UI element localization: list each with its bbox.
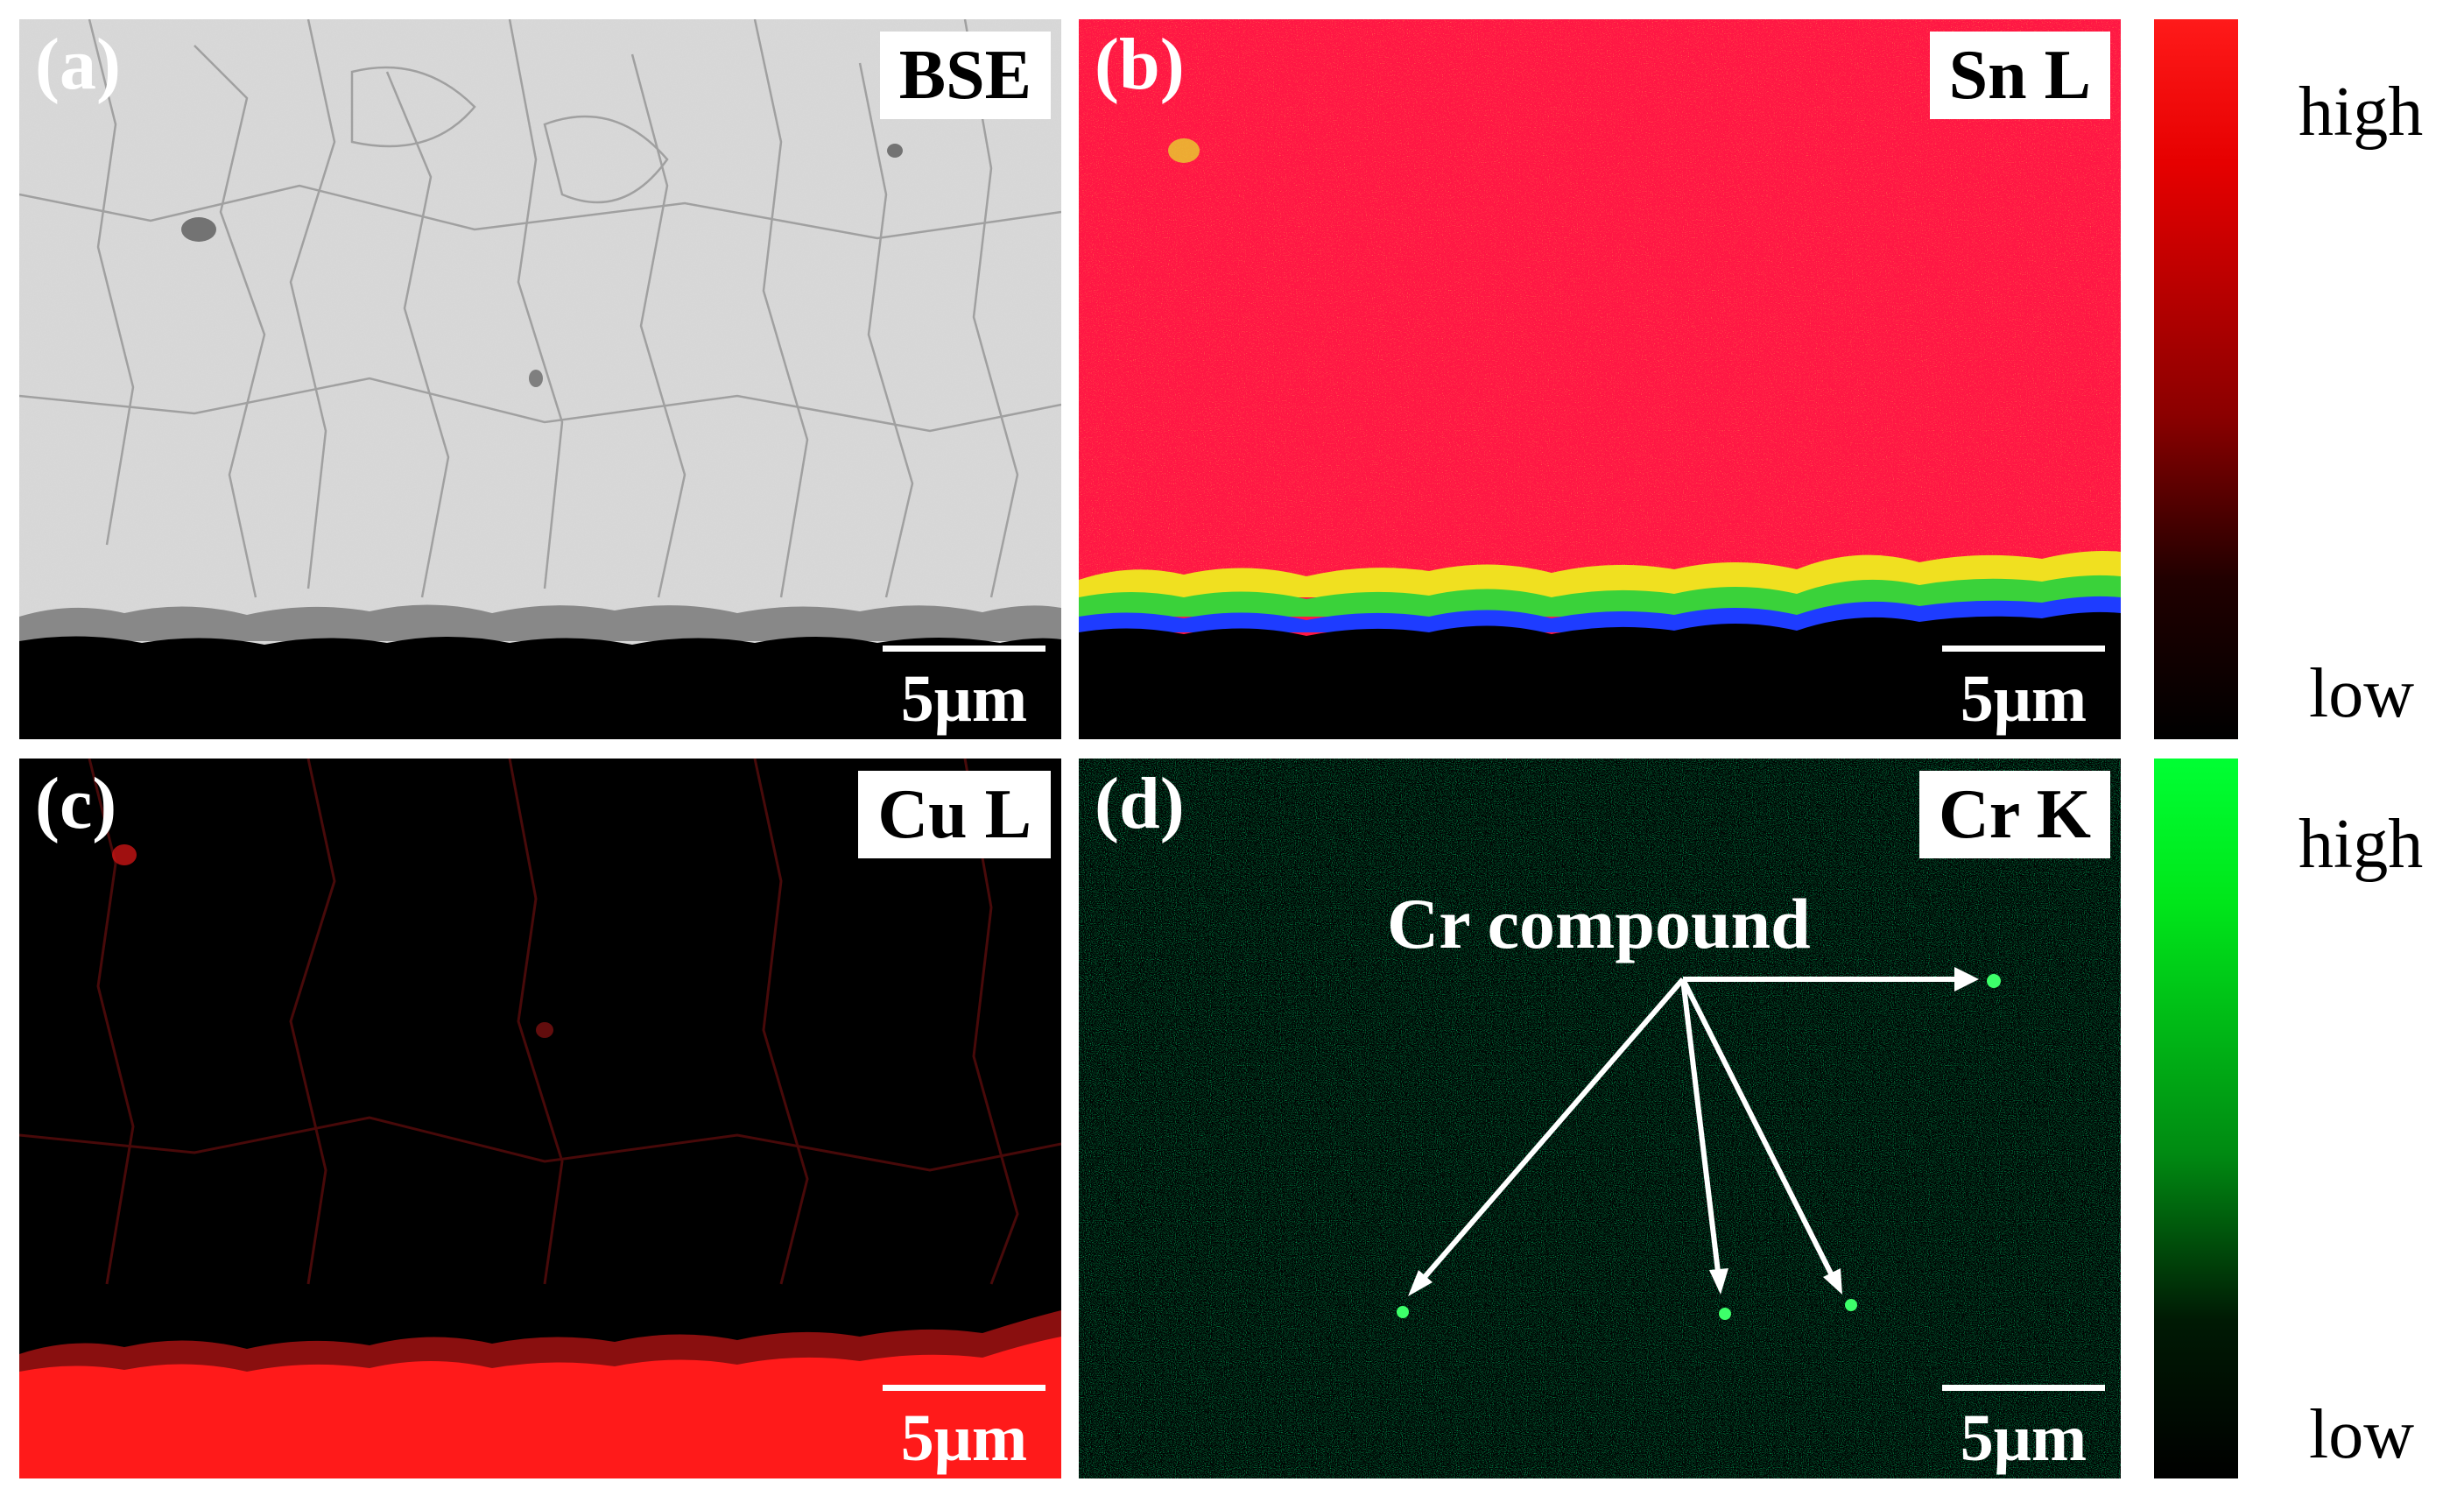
sn-colorbar-high-label: high bbox=[2299, 74, 2424, 151]
scale-bar-label: 5μm bbox=[1960, 662, 2087, 736]
scale-bar-line bbox=[1942, 1385, 2105, 1391]
scale-bar-label: 5μm bbox=[900, 1401, 1028, 1475]
panel-label-c: (c) bbox=[35, 763, 117, 844]
scale-bar: 5μm bbox=[883, 646, 1045, 732]
bse-micrograph bbox=[19, 19, 1061, 739]
scale-bar-label: 5μm bbox=[1960, 1401, 2087, 1475]
sn-colorbar-low-label: low bbox=[2309, 655, 2414, 732]
cr-colorbar bbox=[2154, 759, 2238, 1478]
scale-bar-label: 5μm bbox=[900, 662, 1028, 736]
sn-colorbar bbox=[2154, 19, 2238, 739]
panel-tag-sn-l: Sn L bbox=[1929, 32, 2110, 119]
cu-element-map bbox=[19, 759, 1061, 1478]
panel-label-d: (d) bbox=[1095, 763, 1185, 844]
panel-cr-map: (d) Cr K Cr compound 5μm bbox=[1079, 759, 2121, 1478]
scale-bar-line bbox=[883, 1385, 1045, 1391]
panel-sn-map: (b) Sn L 5μm bbox=[1079, 19, 2121, 739]
panel-tag-bse: BSE bbox=[879, 32, 1051, 119]
scale-bar-line bbox=[1942, 646, 2105, 652]
panel-label-b: (b) bbox=[1095, 24, 1185, 105]
panel-tag-cr-k: Cr K bbox=[1918, 771, 2110, 858]
cr-compound-annotation: Cr compound bbox=[1387, 884, 1811, 963]
panel-label-a: (a) bbox=[35, 24, 121, 105]
scale-bar: 5μm bbox=[883, 1385, 1045, 1471]
sn-element-map bbox=[1079, 19, 2121, 739]
panel-bse: (a) BSE 5μm bbox=[19, 19, 1061, 739]
scale-bar: 5μm bbox=[1942, 646, 2105, 732]
panel-tag-cu-l: Cu L bbox=[858, 771, 1051, 858]
scale-bar-line bbox=[883, 646, 1045, 652]
panel-cu-map: (c) Cu L 5μm bbox=[19, 759, 1061, 1478]
cr-colorbar-high-label: high bbox=[2299, 806, 2424, 883]
cr-colorbar-low-label: low bbox=[2309, 1396, 2414, 1473]
cr-element-map bbox=[1079, 759, 2121, 1478]
scale-bar: 5μm bbox=[1942, 1385, 2105, 1471]
